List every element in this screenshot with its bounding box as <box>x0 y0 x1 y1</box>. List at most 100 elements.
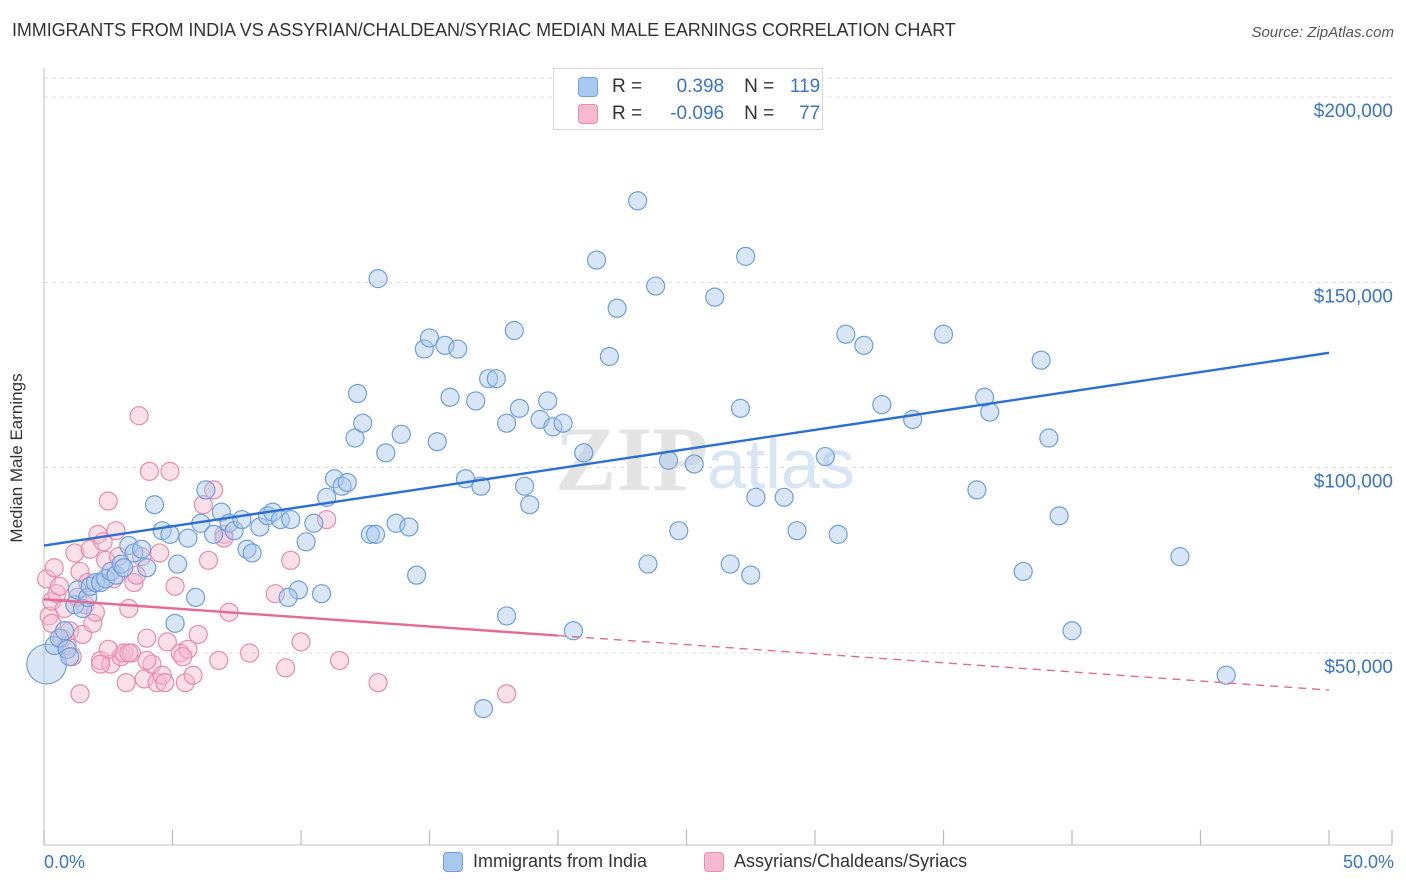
point-assyrians <box>60 621 80 641</box>
legend-swatch-india <box>443 851 463 872</box>
point-india <box>311 584 332 604</box>
point-india <box>638 554 658 574</box>
point-assyrians <box>198 550 219 570</box>
point-india <box>224 521 244 541</box>
point-assyrians <box>119 598 139 619</box>
point-india <box>836 324 856 344</box>
stats-n-label: N = <box>744 76 775 97</box>
point-assyrians <box>265 584 285 604</box>
point-india <box>304 513 324 533</box>
legend-label-assyrians: Assyrians/Chaldeans/Syriacs <box>734 851 968 871</box>
point-india <box>628 191 648 211</box>
point-assyrians <box>214 528 234 548</box>
point-india <box>196 480 216 500</box>
point-india <box>360 524 380 544</box>
point-india <box>1170 547 1190 567</box>
point-india <box>368 269 388 289</box>
point-assyrians <box>165 576 185 596</box>
point-india <box>730 398 751 418</box>
point-india <box>497 606 517 626</box>
point-assyrians <box>157 632 177 652</box>
series-assyrians-points <box>36 406 517 704</box>
point-india <box>337 472 357 493</box>
point-india <box>204 524 224 544</box>
point-india <box>520 495 540 515</box>
point-india <box>586 250 607 270</box>
point-india <box>787 521 807 541</box>
bottom-legend: Immigrants from India Assyrians/Chaldean… <box>0 851 1406 879</box>
point-india <box>736 246 756 266</box>
stats-n-value: 77 <box>799 103 821 124</box>
point-assyrians <box>150 543 170 563</box>
legend-swatch-assyrians <box>704 851 724 872</box>
point-india <box>1031 350 1051 370</box>
point-india <box>933 324 954 344</box>
point-assyrians <box>119 643 139 663</box>
point-india <box>741 565 761 585</box>
point-india <box>54 621 75 641</box>
point-india <box>353 413 373 433</box>
point-india <box>386 513 406 533</box>
point-india <box>514 476 535 496</box>
point-assyrians <box>39 606 59 626</box>
legend-label-india: Immigrants from India <box>473 851 648 871</box>
point-india <box>60 647 80 667</box>
series-india-points <box>26 191 1236 719</box>
point-india <box>85 572 106 593</box>
stats-swatch-india <box>578 77 598 97</box>
point-assyrians <box>152 665 172 685</box>
point-india <box>365 524 386 544</box>
point-india <box>854 335 874 355</box>
point-india <box>57 639 77 659</box>
point-india <box>160 524 180 544</box>
point-assyrians <box>101 654 121 674</box>
point-assyrians <box>160 461 180 481</box>
point-india <box>720 554 740 574</box>
point-india <box>705 287 725 307</box>
point-india <box>497 413 517 433</box>
point-india <box>67 580 88 600</box>
trend-assyrians-dashed <box>557 634 1330 691</box>
chart-title: IMMIGRANTS FROM INDIA VS ASSYRIAN/CHALDE… <box>12 20 956 40</box>
trend-lines <box>43 351 1330 691</box>
point-india <box>872 395 892 415</box>
point-assyrians <box>329 650 350 671</box>
point-assyrians <box>175 673 195 693</box>
point-india <box>399 517 419 537</box>
point-india <box>345 428 365 448</box>
point-india <box>324 469 345 489</box>
point-assyrians <box>139 461 159 481</box>
point-india <box>553 413 573 433</box>
point-india <box>967 480 987 500</box>
point-assyrians <box>90 654 111 674</box>
point-assyrians <box>49 576 70 596</box>
point-india <box>543 417 563 437</box>
point-assyrians <box>83 613 103 633</box>
stats-n-value: 119 <box>789 76 821 97</box>
point-assyrians <box>47 584 67 604</box>
y-tick-label: $200,000 <box>1314 101 1393 122</box>
point-assyrians <box>193 495 213 515</box>
legend-item-assyrians: Assyrians/Chaldeans/Syriacs <box>704 851 967 872</box>
source-credit: Source: ZipAtlas.com <box>1251 24 1394 41</box>
stats-n-label: N = <box>744 103 775 124</box>
stats-r-label: R = <box>612 76 643 97</box>
point-assyrians <box>209 650 229 671</box>
point-assyrians <box>368 673 388 693</box>
point-assyrians <box>317 509 337 530</box>
point-assyrians <box>98 639 118 659</box>
stats-row-assyrians: R = -0.096 N = 77 <box>578 102 820 126</box>
point-india <box>106 565 126 585</box>
point-india <box>486 369 506 389</box>
point-india <box>504 320 524 341</box>
point-india <box>435 335 455 355</box>
point-india <box>479 369 499 389</box>
point-india <box>669 521 689 541</box>
point-india <box>1062 621 1082 641</box>
point-india <box>281 509 301 530</box>
point-india <box>538 391 558 411</box>
point-india <box>1049 506 1069 526</box>
point-assyrians <box>281 550 301 570</box>
watermark: ZIP atlas <box>555 408 855 510</box>
